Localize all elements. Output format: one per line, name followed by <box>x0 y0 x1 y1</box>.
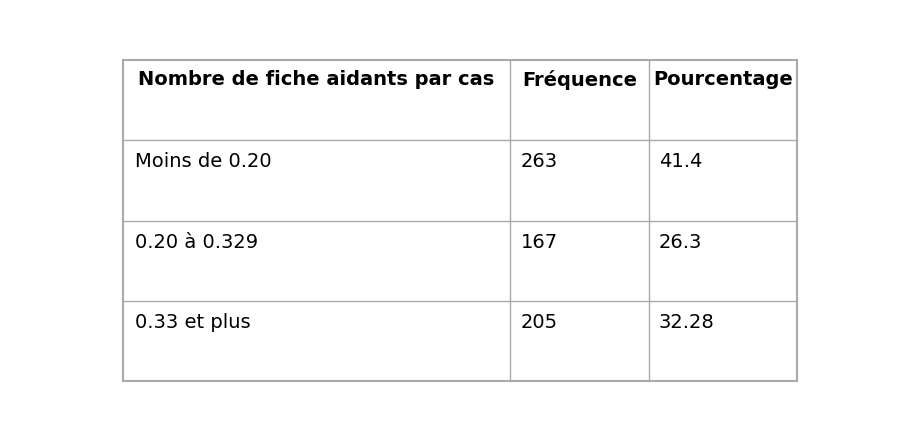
Text: Pourcentage: Pourcentage <box>653 71 793 89</box>
Text: Moins de 0.20: Moins de 0.20 <box>135 152 272 171</box>
Text: Nombre de fiche aidants par cas: Nombre de fiche aidants par cas <box>138 71 494 89</box>
Text: 205: 205 <box>521 313 558 332</box>
Text: 32.28: 32.28 <box>659 313 715 332</box>
Text: 41.4: 41.4 <box>659 152 702 171</box>
Text: 26.3: 26.3 <box>659 233 702 252</box>
Text: Fréquence: Fréquence <box>522 71 637 91</box>
Text: 0.33 et plus: 0.33 et plus <box>135 313 250 332</box>
Text: 0.20 à 0.329: 0.20 à 0.329 <box>135 233 258 252</box>
Text: 263: 263 <box>521 152 558 171</box>
Text: 167: 167 <box>521 233 558 252</box>
